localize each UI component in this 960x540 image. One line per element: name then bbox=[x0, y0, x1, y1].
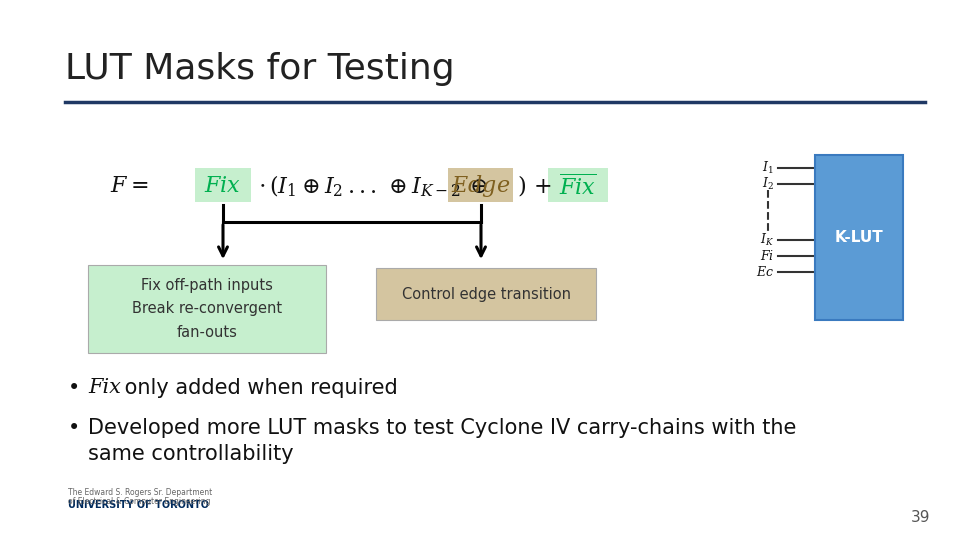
Text: The Edward S. Rogers Sr. Department: The Edward S. Rogers Sr. Department bbox=[68, 488, 212, 497]
Text: K-LUT: K-LUT bbox=[834, 230, 883, 245]
Text: only added when required: only added when required bbox=[118, 378, 397, 398]
Text: $\cdot\,(I_1\oplus I_2\,...\,\oplus I_{K-2}\,\oplus$: $\cdot\,(I_1\oplus I_2\,...\,\oplus I_{K… bbox=[258, 173, 488, 199]
Bar bbox=[195, 168, 251, 202]
Text: $I_2$: $I_2$ bbox=[762, 176, 774, 192]
Text: $Ec$: $Ec$ bbox=[756, 265, 774, 279]
Text: •: • bbox=[68, 418, 81, 438]
Bar bbox=[448, 168, 513, 202]
Text: Fix off-path inputs
Break re-convergent
fan-outs: Fix off-path inputs Break re-convergent … bbox=[132, 278, 282, 340]
Text: LUT Masks for Testing: LUT Masks for Testing bbox=[65, 52, 455, 86]
Text: $Edge$: $Edge$ bbox=[451, 173, 511, 199]
Text: •: • bbox=[68, 378, 81, 398]
Text: Fix: Fix bbox=[88, 378, 121, 397]
Text: UNIVERSITY OF TORONTO: UNIVERSITY OF TORONTO bbox=[68, 500, 209, 510]
Text: Control edge transition: Control edge transition bbox=[401, 287, 570, 301]
Text: $)\,+$: $)\,+$ bbox=[517, 173, 552, 199]
Bar bbox=[88, 265, 326, 353]
Text: 39: 39 bbox=[910, 510, 930, 525]
Bar bbox=[548, 168, 608, 202]
Text: $Fix$: $Fix$ bbox=[204, 176, 242, 196]
Text: Developed more LUT masks to test Cyclone IV carry-chains with the: Developed more LUT masks to test Cyclone… bbox=[88, 418, 797, 438]
Text: $\overline{Fix}$: $\overline{Fix}$ bbox=[560, 173, 597, 199]
Text: same controllability: same controllability bbox=[88, 444, 294, 464]
Text: of Electrical & Computer Engineering: of Electrical & Computer Engineering bbox=[68, 497, 210, 506]
Text: $I_K$: $I_K$ bbox=[760, 232, 774, 248]
Text: $I_1$: $I_1$ bbox=[762, 160, 774, 176]
Bar bbox=[815, 155, 903, 320]
Bar bbox=[376, 268, 596, 320]
Text: $F = $: $F = $ bbox=[110, 176, 148, 196]
Text: $Fi$: $Fi$ bbox=[759, 249, 774, 263]
